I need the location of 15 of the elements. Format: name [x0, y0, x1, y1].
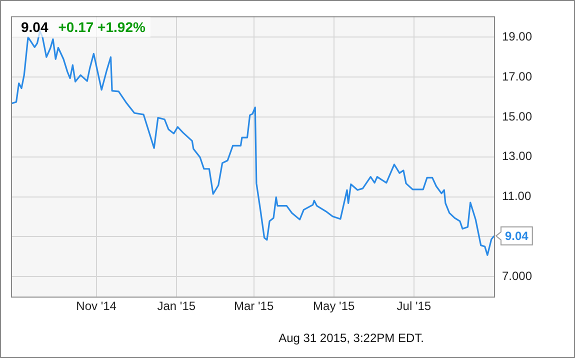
- chart-subtitle: +0.17 +1.92%: [58, 19, 146, 36]
- chart-title: 9.04: [21, 19, 48, 36]
- x-tick-label: Jan '15: [157, 299, 196, 314]
- y-tick-label: 17.00: [502, 69, 532, 84]
- y-tick-label: 11.00: [502, 189, 532, 204]
- y-tick-label: 7.000: [502, 268, 532, 283]
- y-tick-label: 19.00: [502, 29, 532, 44]
- x-tick-label: May '15: [313, 299, 356, 314]
- x-tick-label: Nov '14: [76, 299, 117, 314]
- y-tick-label: 13.00: [502, 149, 532, 164]
- annotation: 9.04: [505, 229, 529, 244]
- text: Aug 31 2015, 3:22PM EDT.: [278, 331, 424, 345]
- x-tick-label: Mar '15: [234, 299, 274, 314]
- y-tick-label: 15.00: [502, 109, 532, 124]
- x-tick-label: Jul '15: [396, 299, 432, 314]
